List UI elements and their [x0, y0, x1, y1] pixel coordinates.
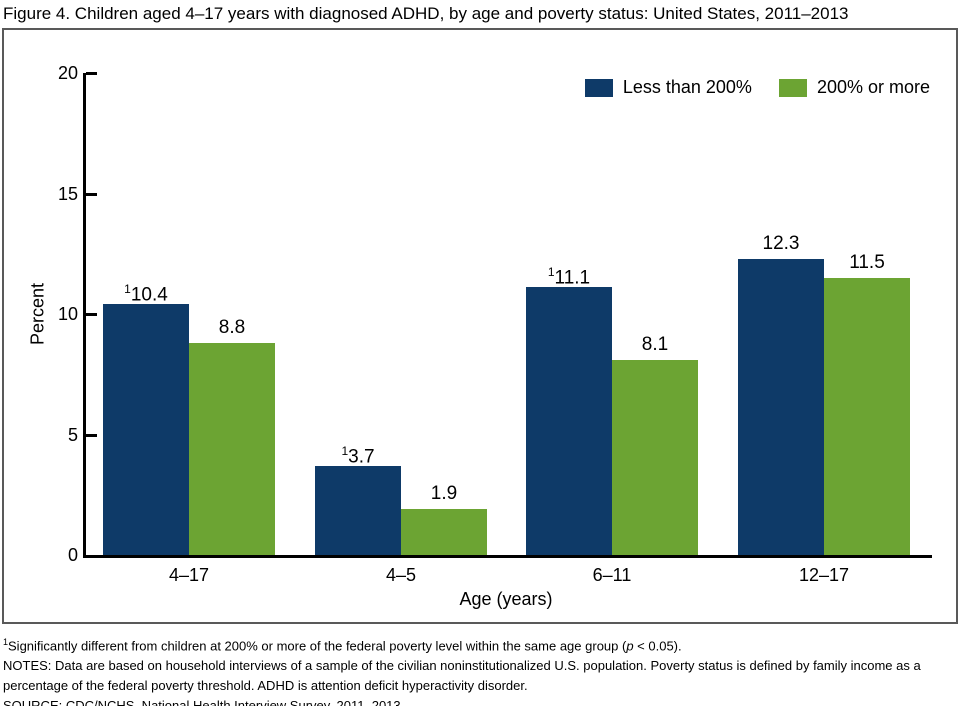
footnote-superscript: 1	[3, 637, 9, 647]
legend-label: 200% or more	[816, 77, 930, 97]
figure-title: Figure 4. Children aged 4–17 years with …	[3, 4, 849, 23]
chart-legend: Less than 200% 200% or more	[584, 77, 930, 98]
footnote-notes-line1: NOTES: Data are based on household inter…	[3, 658, 921, 674]
chart-frame: Less than 200% 200% or more	[2, 28, 958, 624]
footnotes: 1Significantly different from children a…	[3, 632, 957, 706]
x-axis-title: Age (years)	[459, 589, 553, 609]
legend-swatch	[778, 78, 807, 97]
footnote-source: SOURCE: CDC/NCHS, National Health Interv…	[3, 698, 405, 706]
footnote-notes-line2: percentage of the federal poverty thresh…	[3, 678, 528, 694]
footnote-significance: 1Significantly different from children a…	[3, 637, 682, 654]
legend-item: 200% or more	[778, 77, 930, 98]
y-axis-title: Percent	[27, 282, 48, 346]
legend-item: Less than 200%	[584, 77, 752, 98]
legend-swatch	[584, 78, 613, 97]
legend-label: Less than 200%	[622, 77, 752, 97]
